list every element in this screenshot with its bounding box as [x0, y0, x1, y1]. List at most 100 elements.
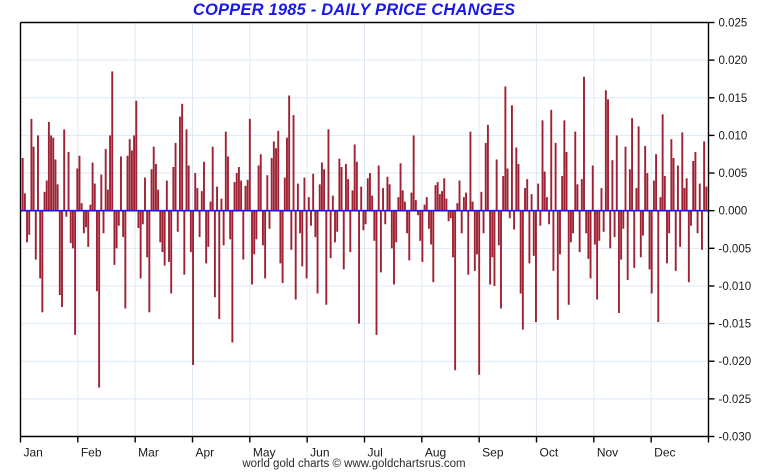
- price-change-bar: [50, 135, 53, 211]
- price-change-bar: [613, 210, 616, 238]
- price-change-bar: [305, 210, 308, 279]
- price-change-bar: [65, 210, 68, 217]
- price-change-bar: [21, 157, 24, 211]
- price-change-bar: [465, 192, 468, 211]
- y-tick-label: 0.005: [719, 168, 748, 180]
- price-change-bar: [401, 190, 404, 211]
- price-change-bar: [213, 210, 216, 298]
- price-change-bar: [480, 191, 483, 211]
- price-change-bar: [144, 177, 146, 211]
- price-change-bar: [631, 118, 634, 211]
- price-change-bar: [196, 188, 199, 211]
- price-change-bar: [98, 210, 101, 388]
- price-change-bar: [556, 210, 559, 320]
- price-change-bar: [609, 210, 612, 249]
- price-change-bar: [347, 179, 350, 211]
- price-change-bar: [163, 210, 166, 266]
- price-change-bar: [355, 161, 358, 211]
- price-change-bar: [476, 210, 478, 255]
- price-change-bar: [432, 210, 435, 283]
- price-change-bar: [71, 210, 74, 249]
- price-change-bar: [502, 176, 505, 211]
- price-change-bar: [146, 210, 149, 258]
- price-change-bar: [130, 150, 133, 211]
- price-change-bar: [646, 173, 649, 211]
- price-change-bar: [447, 210, 450, 222]
- price-change-bar: [504, 86, 507, 211]
- price-change-bar: [181, 103, 184, 211]
- price-change-bar: [323, 169, 326, 211]
- price-change-bar: [473, 210, 476, 271]
- price-change-bar: [126, 155, 129, 211]
- price-change-bar: [543, 171, 546, 211]
- price-change-bar: [371, 195, 374, 211]
- price-change-bar: [331, 195, 334, 211]
- price-change-bar: [82, 210, 85, 234]
- price-change-bar: [589, 210, 592, 279]
- price-change-bar: [200, 191, 203, 211]
- price-change-bar: [176, 210, 179, 232]
- price-change-bar: [441, 191, 443, 211]
- price-change-bar: [286, 137, 288, 211]
- price-change-bar: [460, 210, 463, 234]
- price-change-bar: [524, 188, 526, 211]
- price-change-bar: [679, 210, 682, 247]
- price-change-bar: [670, 139, 673, 211]
- price-change-bar: [246, 179, 249, 211]
- price-change-bar: [338, 158, 341, 211]
- price-change-bar: [410, 192, 413, 211]
- price-change-bar: [290, 210, 293, 250]
- price-change-bar: [445, 198, 448, 211]
- x-tick-label-jun: Jun: [310, 446, 329, 460]
- price-change-bar: [266, 175, 269, 211]
- price-change-bar: [414, 200, 417, 211]
- price-change-bar: [600, 188, 603, 211]
- price-change-bar: [299, 210, 302, 234]
- price-change-bar: [259, 154, 262, 211]
- price-change-bar: [659, 197, 662, 211]
- price-change-bar: [47, 121, 50, 211]
- price-change-bar: [698, 183, 701, 211]
- price-change-bar: [272, 141, 275, 211]
- price-change-bar: [240, 180, 243, 211]
- price-change-bar: [648, 210, 651, 270]
- x-tick-label-may: May: [253, 446, 276, 460]
- price-change-bar: [69, 210, 72, 244]
- price-change-bar: [423, 204, 426, 211]
- price-change-bar: [701, 210, 703, 250]
- price-change-bar: [93, 183, 96, 211]
- price-change-bar: [296, 183, 299, 211]
- price-change-bar: [491, 210, 494, 258]
- price-change-bar: [508, 210, 511, 219]
- price-change-bar: [28, 210, 31, 235]
- price-change-bar: [561, 176, 564, 211]
- price-change-bar: [61, 210, 63, 308]
- price-change-bar: [585, 210, 588, 234]
- x-tick-label-feb: Feb: [81, 446, 102, 460]
- price-change-bar: [211, 146, 214, 211]
- price-change-bar: [583, 76, 585, 211]
- price-change-bar: [434, 185, 437, 211]
- price-change-bar: [189, 210, 192, 253]
- price-change-bar: [78, 155, 81, 211]
- price-change-bar: [375, 210, 378, 335]
- price-change-bar: [393, 210, 395, 285]
- price-change-bar: [76, 168, 79, 211]
- price-change-bar: [237, 167, 240, 211]
- price-change-bar: [650, 210, 653, 294]
- price-change-bar: [550, 109, 553, 211]
- price-change-bar: [340, 167, 343, 211]
- price-change-bar: [705, 186, 708, 211]
- price-change-bar: [106, 189, 109, 211]
- x-tick-label-jul: Jul: [368, 446, 383, 460]
- price-change-bar: [270, 157, 273, 211]
- price-change-bar: [128, 139, 131, 211]
- price-change-bar: [493, 210, 496, 286]
- price-change-bar: [510, 105, 513, 211]
- price-change-bar: [565, 151, 568, 211]
- price-change-bar: [694, 151, 697, 211]
- price-change-bar: [384, 210, 387, 225]
- price-change-bar: [30, 118, 33, 211]
- price-change-bar: [231, 210, 234, 343]
- price-change-bar: [133, 135, 136, 211]
